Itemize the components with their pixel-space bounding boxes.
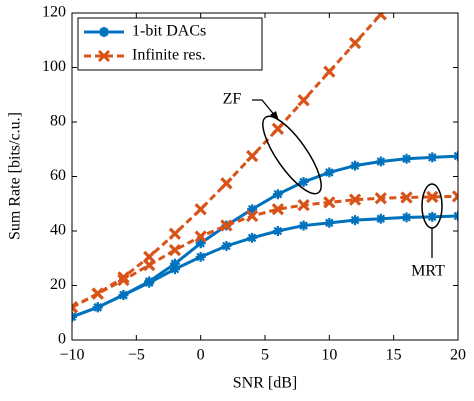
series-line	[72, 194, 458, 309]
x-tick-label: −10	[59, 347, 84, 364]
marker	[91, 287, 104, 300]
marker	[400, 191, 413, 204]
y-tick-label: 40	[50, 222, 66, 239]
marker	[118, 290, 129, 301]
y-tick-label: 100	[42, 58, 66, 75]
y-tick-label: 0	[58, 331, 66, 348]
annotation: ZF	[223, 91, 242, 108]
y-tick-label: 120	[42, 4, 66, 21]
marker	[401, 153, 412, 164]
marker	[169, 264, 180, 275]
marker	[374, 192, 387, 205]
marker	[117, 273, 130, 287]
annotation-arrowhead	[270, 111, 279, 121]
marker	[195, 251, 206, 262]
legend-marker	[97, 49, 111, 63]
marker	[323, 65, 336, 78]
marker	[246, 209, 259, 223]
marker	[298, 220, 309, 231]
marker	[451, 190, 458, 203]
marker	[375, 156, 386, 167]
marker	[350, 160, 361, 171]
marker	[297, 94, 310, 107]
marker	[323, 196, 336, 209]
marker	[348, 193, 362, 206]
marker	[143, 258, 156, 272]
marker	[246, 149, 259, 163]
marker	[195, 238, 206, 249]
marker	[427, 152, 438, 163]
y-tick-label: 60	[50, 167, 66, 184]
marker	[374, 13, 387, 21]
x-tick-label: 20	[450, 347, 466, 364]
x-axis-label: SNR [dB]	[233, 375, 297, 392]
marker	[247, 204, 258, 215]
marker	[297, 198, 310, 212]
marker	[72, 301, 79, 314]
marker	[348, 36, 362, 50]
marker	[247, 232, 258, 243]
y-axis-label: Sum Rate [bits/c.u.]	[7, 112, 24, 240]
legend-label: Infinite res.	[132, 47, 206, 64]
marker	[271, 203, 284, 216]
x-tick-label: 10	[321, 347, 337, 364]
marker	[169, 258, 180, 269]
x-tick-label: 0	[197, 347, 205, 364]
marker	[427, 211, 438, 222]
y-tick-label: 80	[50, 113, 66, 130]
marker	[324, 217, 335, 228]
marker	[144, 277, 155, 288]
annotation: MRT	[411, 263, 445, 280]
marker	[168, 227, 182, 240]
plot-frame	[71, 12, 459, 341]
marker	[220, 219, 233, 232]
series-line	[72, 214, 458, 319]
marker	[375, 213, 386, 224]
legend-marker	[99, 27, 109, 37]
y-tick-label: 20	[50, 276, 66, 293]
x-tick-label: −5	[128, 347, 145, 364]
marker	[401, 212, 412, 223]
marker	[92, 302, 103, 313]
annotation-arrow	[252, 99, 277, 118]
legend-label: 1-bit DACs	[132, 23, 206, 40]
marker	[194, 230, 207, 243]
legend-marker-shape	[99, 27, 109, 37]
marker	[271, 122, 284, 135]
x-tick-label: 5	[261, 347, 269, 364]
marker	[426, 190, 439, 204]
marker	[324, 167, 335, 178]
marker	[221, 240, 232, 251]
annotation-ellipse	[262, 115, 322, 195]
marker	[194, 203, 207, 216]
plot-area	[72, 13, 458, 322]
marker	[272, 189, 283, 200]
x-tick-label: 15	[386, 347, 402, 364]
marker	[220, 177, 233, 190]
marker	[350, 215, 361, 226]
marker	[272, 226, 283, 236]
marker	[168, 243, 182, 257]
legend-marker-shape	[97, 49, 111, 63]
marker	[298, 176, 309, 187]
